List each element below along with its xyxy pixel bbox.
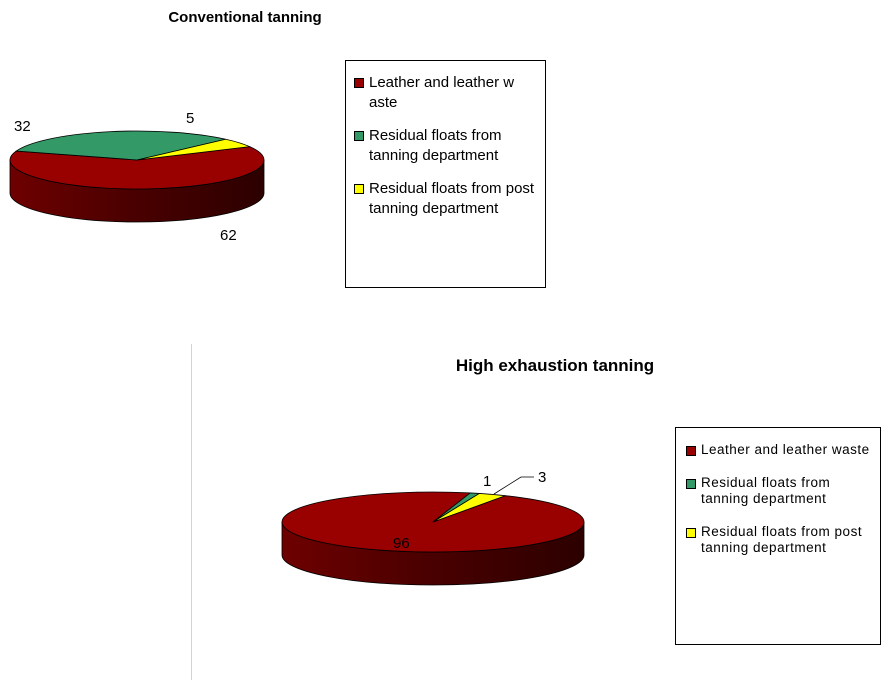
data-label-post-tanning-floats: 3 (538, 469, 546, 486)
legend-label-leather: Leather and leather waste (701, 442, 870, 457)
legend-item-leather: Leather and leather waste (686, 442, 874, 458)
legend-item-leather: Leather and leather w aste (354, 73, 539, 113)
legend-label-leather: Leather and leather w aste (369, 74, 515, 111)
chart-2-title: High exhaustion tanning (455, 356, 655, 375)
legend-swatch-leather (686, 446, 696, 456)
pie-slice-post-tanning-floats (136, 138, 252, 161)
data-label-tanning-floats: 1 (483, 473, 491, 490)
data-label-tanning-floats: 32 (14, 118, 31, 135)
legend-label-tanning-floats: Residual floats from tanning department (369, 127, 502, 164)
legend-item-post-tanning-floats: Residual floats from post tanning depart… (686, 524, 874, 556)
legend-item-post-tanning-floats: Residual floats from post tanning depart… (354, 179, 539, 219)
pie-slice-tanning-floats (15, 130, 226, 161)
legend-swatch-post-tanning-floats (354, 184, 364, 194)
data-label-leather: 96 (393, 535, 410, 552)
legend-label-post-tanning-floats: Residual floats from post tanning depart… (369, 180, 535, 217)
data-label-leather: 62 (220, 227, 237, 244)
pie-slice-leather (9, 146, 265, 190)
pie-slice-post-tanning-floats (432, 493, 506, 523)
leader-line-post-tanning-floats (493, 476, 534, 495)
legend-label-post-tanning-floats: Residual floats from post tanning depart… (701, 524, 863, 555)
legend-swatch-tanning-floats (354, 131, 364, 141)
legend-swatch-leather (354, 78, 364, 88)
legend-item-tanning-floats: Residual floats from tanning department (354, 126, 539, 166)
chart-1-title: Conventional tanning (168, 9, 322, 26)
chart-1-legend: Leather and leather w aste Residual floa… (345, 60, 546, 288)
legend-label-tanning-floats: Residual floats from tanning department (701, 475, 831, 506)
legend-swatch-tanning-floats (686, 479, 696, 489)
chart-2-legend: Leather and leather waste Residual float… (675, 427, 881, 645)
legend-swatch-post-tanning-floats (686, 528, 696, 538)
divider-line (191, 344, 192, 680)
legend-item-tanning-floats: Residual floats from tanning department (686, 475, 874, 507)
data-label-post-tanning-floats: 5 (186, 110, 194, 127)
